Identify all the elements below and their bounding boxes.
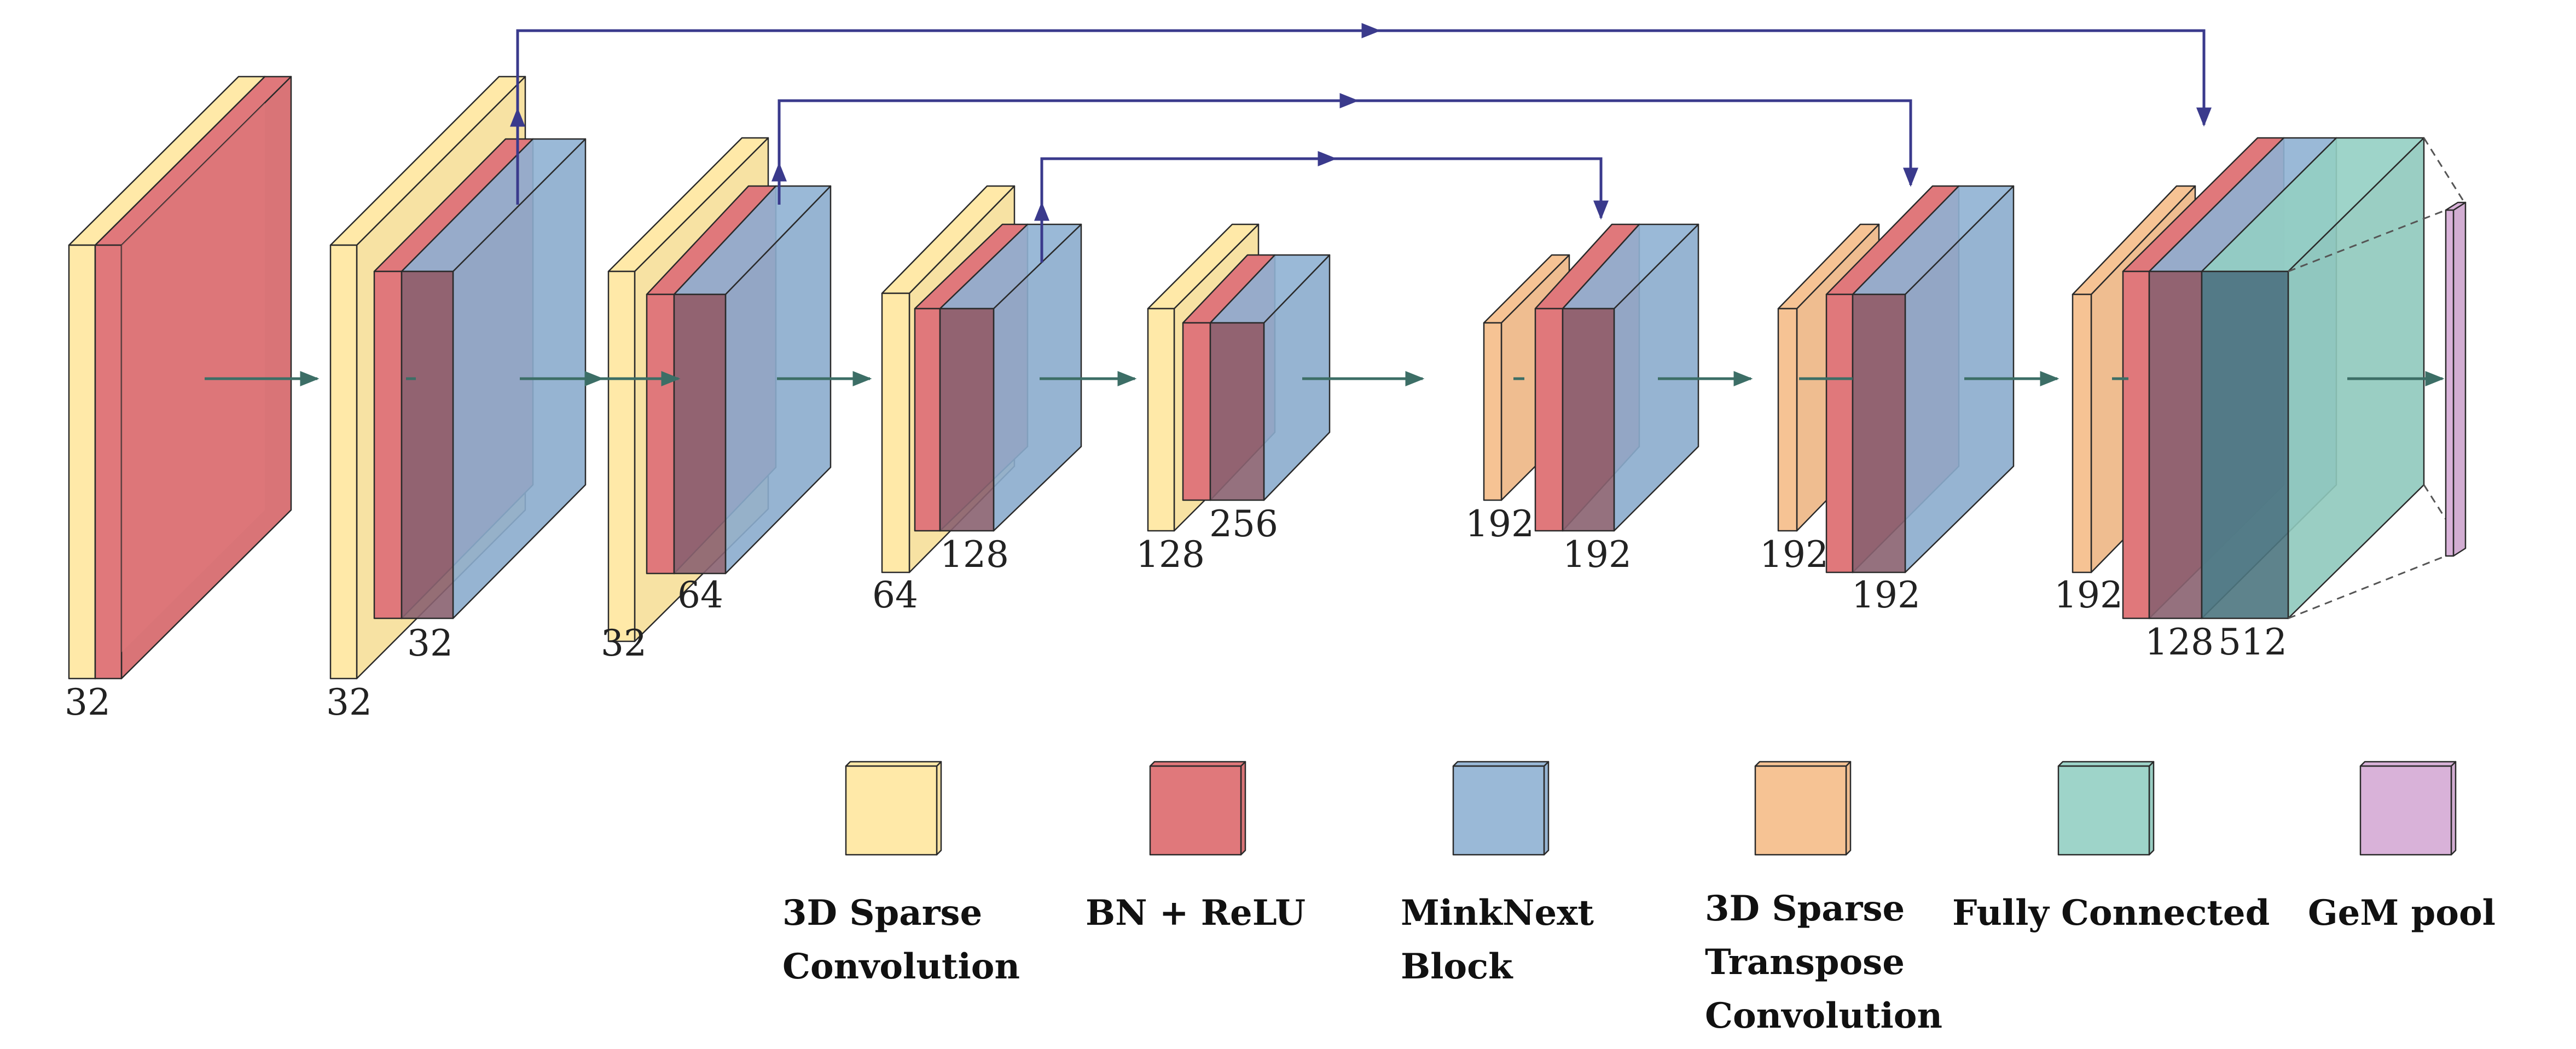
- legend-swatch-conv: [845, 761, 942, 856]
- legend-swatch-bn: [1149, 761, 1246, 856]
- minknext-block: [1852, 185, 2015, 573]
- minknext-block: [1562, 223, 1699, 532]
- legend: [845, 761, 2457, 856]
- legend-line: Block: [1401, 946, 1513, 987]
- skip-connection: [516, 29, 2206, 205]
- legend-line: Transpose: [1705, 942, 1905, 983]
- dim-label: 128: [2145, 621, 2214, 663]
- legend-line: 3D Sparse: [1705, 888, 1905, 929]
- minknext-block: [401, 138, 587, 619]
- legend-swatch-gem: [2359, 761, 2457, 856]
- stage-5: 128 256: [1136, 223, 1331, 576]
- stage-7: 192 192: [1760, 185, 2015, 616]
- dim-label: 128: [940, 534, 1009, 576]
- dim-label: 32: [407, 622, 453, 664]
- dim-label: 192: [1852, 574, 1921, 616]
- skip-connections: [510, 23, 2212, 263]
- dim-label: 64: [677, 574, 723, 616]
- legend-line: Convolution: [1705, 995, 1942, 1036]
- dim-label: 512: [2218, 621, 2287, 663]
- stage-4: 64 128: [872, 185, 1082, 616]
- stage-1: 32: [65, 76, 292, 723]
- skip-connection: [1040, 157, 1603, 263]
- dim-label: 32: [65, 681, 111, 723]
- stage-3: 32 64: [601, 137, 832, 664]
- dim-label: 128: [1136, 534, 1205, 576]
- stage-2: 32 32: [326, 76, 587, 723]
- legend-line: GeM pool: [2308, 892, 2496, 934]
- legend-swatch-tconv: [1754, 761, 1852, 856]
- legend-label-tconv: 3D Sparse Transpose Convolution: [1705, 882, 1942, 1043]
- dim-label: 192: [2054, 574, 2123, 616]
- dim-label: 256: [1209, 503, 1278, 545]
- gem-pool-block: [2445, 201, 2467, 557]
- stage-6: 192 192: [1465, 223, 1699, 576]
- minknext-block: [1209, 254, 1331, 501]
- dim-label: 192: [1760, 534, 1829, 576]
- legend-line: Fully Connected: [1952, 892, 2270, 934]
- dim-label: 64: [872, 574, 918, 616]
- legend-label-mink: MinkNext Block: [1401, 886, 1594, 994]
- minknext-block: [939, 223, 1082, 532]
- legend-swatch-mink: [1452, 761, 1550, 856]
- legend-label-bn: BN + ReLU: [1086, 886, 1306, 940]
- legend-line: MinkNext: [1401, 892, 1594, 934]
- legend-swatch-fc: [2057, 761, 2155, 856]
- legend-label-fc: Fully Connected: [1952, 886, 2270, 940]
- dim-label: 192: [1563, 534, 1632, 576]
- legend-line: 3D Sparse: [782, 892, 983, 934]
- legend-line: Convolution: [782, 946, 1020, 987]
- legend-label-gem: GeM pool: [2308, 886, 2496, 940]
- legend-label-conv: 3D Sparse Convolution: [782, 886, 1020, 994]
- legend-line: BN + ReLU: [1086, 892, 1306, 934]
- dim-label: 192: [1465, 503, 1534, 545]
- projection-lines: [2288, 137, 2465, 619]
- stage-8: 192 128 512: [2054, 137, 2467, 663]
- dim-label: 32: [601, 622, 647, 664]
- skip-connection: [778, 99, 1912, 205]
- dim-label: 32: [326, 681, 372, 723]
